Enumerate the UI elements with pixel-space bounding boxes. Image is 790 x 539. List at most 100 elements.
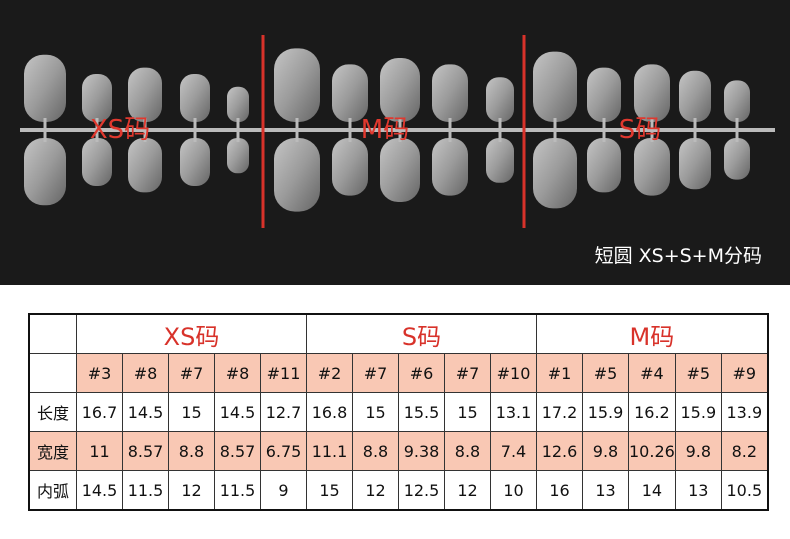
nail-tip [724,138,750,180]
value-cell: 14 [628,470,676,511]
caption: 短圆 XS+S+M分码 [595,245,762,267]
value-cell: 16.7 [76,392,123,432]
size-cell: #10 [490,353,537,393]
size-label: M码 [361,115,409,145]
value-cell: 13 [674,470,722,511]
value-cell: 16 [536,470,583,511]
size-cell: #7 [168,353,215,393]
nail-tip [180,74,210,122]
value-cell: 15 [352,392,399,432]
size-cell: #5 [674,353,722,393]
nail-tip [24,54,66,122]
nail-tip [82,74,112,122]
row-label: 长度 [28,392,77,432]
nail-tip [587,67,621,122]
value-cell: 9.8 [582,431,629,471]
nail-illustration: XS码 M码 S码 短圆 XS+S+M分码 [20,35,775,267]
value-cell: 13 [582,470,629,511]
value-cell: 14.5 [122,392,169,432]
nail-tip [724,80,750,122]
corner [28,313,77,354]
value-cell: 15.9 [582,392,629,432]
nail-tip [380,58,420,122]
value-cell: 10 [490,470,537,511]
nail-tip [227,86,249,122]
value-cell: 8.57 [122,431,169,471]
size-cell: #4 [628,353,676,393]
nail-tip [634,138,670,196]
nail-tip [180,138,210,186]
value-cell: 11.5 [214,470,261,511]
value-cell: 11.5 [122,470,169,511]
size-cell: #11 [260,353,307,393]
size-cell: #8 [214,353,261,393]
nail-tip [679,138,711,190]
value-cell: 10.26 [628,431,676,471]
value-cell: 12 [352,470,399,511]
size-cell: #1 [536,353,583,393]
value-cell: 6.75 [260,431,307,471]
value-cell: 14.5 [214,392,261,432]
nail-tip [274,48,320,122]
nail-tip [380,138,420,202]
nail-tip [128,67,162,122]
value-cell: 8.8 [168,431,215,471]
value-cell: 15 [444,392,491,432]
nail-tip [24,138,66,206]
value-cell: 8.2 [720,431,769,471]
size-label: XS码 [90,115,150,145]
size-table: XS码 S码 M码 #3 #8 #7 #8 #11 #2 #7 #6 #7 #10 #1 #5 #4 #5 #9 长… [28,313,769,511]
value-cell: 16.8 [306,392,353,432]
group-header: XS码 [76,313,307,354]
value-cell: 7.4 [490,431,537,471]
value-cell: 9.38 [398,431,445,471]
value-cell: 13.1 [490,392,537,432]
size-cell: #2 [306,353,353,393]
value-cell: 17.2 [536,392,583,432]
nail-tip [332,64,368,122]
nail-tip [227,138,249,174]
value-cell: 12.5 [398,470,445,511]
value-cell: 15.9 [674,392,722,432]
nail-tip [128,138,162,193]
value-cell: 13.9 [720,392,769,432]
nail-tip [486,138,514,183]
nail-tip [82,138,112,186]
value-cell: 8.57 [214,431,261,471]
corner [28,353,77,393]
size-label: S码 [619,115,662,145]
value-cell: 8.8 [444,431,491,471]
value-cell: 10.5 [720,470,769,511]
size-cell: #6 [398,353,445,393]
nail-tip [332,138,368,196]
nail-tip [634,64,670,122]
size-cell: #7 [352,353,399,393]
group-row: XS码 S码 M码 [28,313,769,354]
nail-tip [533,51,577,122]
nail-tip [432,64,468,122]
size-cell: #9 [720,353,769,393]
value-cell: 12 [168,470,215,511]
data-row: 宽度 11 8.57 8.8 8.57 6.75 11.1 8.8 9.38 8.8 7.4 12.6… [28,431,769,471]
nail-tip [533,138,577,209]
value-cell: 15 [168,392,215,432]
value-cell: 11.1 [306,431,353,471]
value-cell: 12.6 [536,431,583,471]
nail-tip [432,138,468,196]
value-cell: 9 [260,470,307,511]
size-cell: #5 [582,353,629,393]
row-label: 宽度 [28,431,77,471]
nail-tip [274,138,320,212]
size-cell: #3 [76,353,123,393]
value-cell: 12 [444,470,491,511]
value-cell: 8.8 [352,431,399,471]
nail-tip [587,138,621,193]
data-row: 长度 16.7 14.5 15 14.5 12.7 16.8 15 15.5 15 13.1 17.2… [28,392,769,432]
nail-tip [679,70,711,122]
row-label: 内弧 [28,470,77,511]
product-photo: XS码 M码 S码 短圆 XS+S+M分码 [0,0,790,285]
value-cell: 14.5 [76,470,123,511]
data-row: 内弧 14.5 11.5 12 11.5 9 15 12 12.5 12 10 16 13 14 13 10.… [28,470,769,511]
group-header: M码 [535,313,769,354]
